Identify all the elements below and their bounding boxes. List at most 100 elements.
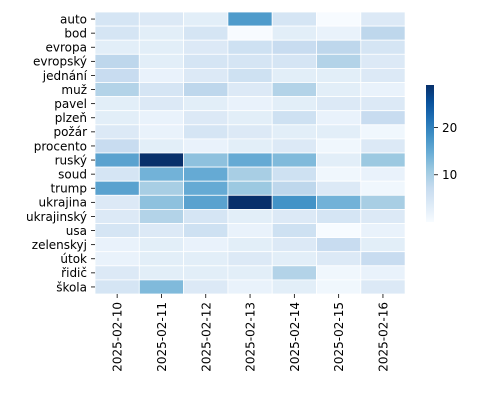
heatmap-cell bbox=[227, 237, 273, 253]
heatmap-cell bbox=[183, 208, 229, 224]
heatmap-cell bbox=[227, 25, 273, 41]
heatmap-cell bbox=[271, 68, 317, 83]
heatmap-cell bbox=[316, 68, 362, 83]
heatmap-cell bbox=[360, 265, 406, 281]
y-tick-label: zelenskyj bbox=[32, 238, 87, 252]
heatmap-cell bbox=[271, 223, 317, 239]
heatmap-cell bbox=[138, 166, 185, 182]
heatmap-cell bbox=[360, 166, 406, 182]
heatmap-cell bbox=[227, 96, 273, 112]
heatmap-cell bbox=[138, 265, 185, 281]
heatmap-cell bbox=[183, 82, 229, 98]
heatmap-cell bbox=[227, 11, 273, 27]
colorbar-tick-label: 10 bbox=[442, 168, 457, 182]
heatmap-cell bbox=[94, 96, 140, 112]
heatmap-cell bbox=[227, 180, 273, 196]
heatmap-cell bbox=[271, 251, 317, 267]
heatmap-cell bbox=[316, 53, 362, 69]
x-tick-label: 2025-02-13 bbox=[244, 302, 258, 372]
heatmap-cell bbox=[316, 208, 362, 224]
heatmap-cell bbox=[316, 251, 362, 267]
heatmap-cell bbox=[227, 223, 273, 239]
heatmap-cell bbox=[271, 279, 317, 295]
heatmap-cell bbox=[183, 96, 229, 112]
heatmap-cell bbox=[360, 96, 406, 112]
x-tick-label: 2025-02-16 bbox=[376, 302, 390, 372]
heatmap-cell bbox=[183, 166, 229, 182]
heatmap-cell bbox=[227, 39, 273, 55]
heatmap-cell bbox=[227, 251, 273, 267]
heatmap-cell bbox=[316, 25, 362, 41]
heatmap-cell bbox=[360, 180, 406, 196]
heatmap-cell bbox=[227, 152, 273, 168]
heatmap-cell bbox=[316, 223, 362, 239]
heatmap-cell bbox=[360, 68, 406, 83]
heatmap-cell bbox=[271, 96, 317, 112]
heatmap-cell bbox=[183, 223, 229, 239]
heatmap-cell bbox=[360, 110, 406, 126]
heatmap-cell bbox=[271, 166, 317, 182]
heatmap-cell bbox=[227, 279, 273, 295]
heatmap-cell bbox=[316, 82, 362, 98]
heatmap-cell bbox=[94, 180, 140, 196]
heatmap-cell bbox=[271, 237, 317, 253]
heatmap-cell bbox=[94, 138, 140, 154]
y-tick-label: ukrajina bbox=[39, 196, 87, 210]
heatmap-cell bbox=[271, 138, 317, 154]
heatmap-cell bbox=[271, 124, 317, 140]
x-tick-label: 2025-02-14 bbox=[288, 302, 302, 372]
heatmap-cell bbox=[360, 279, 406, 295]
heatmap-cell bbox=[360, 53, 406, 69]
heatmap-cell bbox=[271, 53, 317, 69]
heatmap-cell bbox=[183, 180, 229, 196]
heatmap-cell bbox=[316, 138, 362, 154]
heatmap-cell bbox=[316, 110, 362, 126]
heatmap-cell bbox=[183, 110, 229, 126]
y-tick-label: soud bbox=[58, 167, 87, 181]
heatmap-cell bbox=[183, 251, 229, 267]
heatmap-cell bbox=[227, 124, 273, 140]
y-tick-label: bod bbox=[64, 26, 87, 40]
heatmap-cell bbox=[138, 152, 185, 168]
heatmap-cell bbox=[227, 138, 273, 154]
heatmap-cell bbox=[183, 39, 229, 55]
y-tick-labels: autobodevropaevropskýjednánímužpavelplze… bbox=[26, 12, 95, 294]
heatmap-cells bbox=[94, 11, 406, 295]
heatmap-cell bbox=[360, 208, 406, 224]
heatmap-cell bbox=[138, 180, 185, 196]
heatmap-cell bbox=[227, 82, 273, 98]
heatmap-cell bbox=[316, 11, 362, 27]
heatmap-cell bbox=[138, 124, 185, 140]
heatmap-cell bbox=[138, 110, 185, 126]
heatmap-cell bbox=[360, 124, 406, 140]
heatmap-cell bbox=[94, 166, 140, 182]
heatmap-cell bbox=[271, 180, 317, 196]
heatmap-cell bbox=[316, 39, 362, 55]
heatmap-cell bbox=[227, 166, 273, 182]
heatmap-cell bbox=[316, 265, 362, 281]
y-tick-label: evropský bbox=[33, 55, 87, 69]
heatmap-cell bbox=[138, 208, 185, 224]
heatmap-cell bbox=[271, 194, 317, 210]
heatmap-cell bbox=[138, 53, 185, 69]
heatmap-cell bbox=[94, 152, 140, 168]
y-tick-label: procento bbox=[34, 139, 87, 153]
heatmap-cell bbox=[183, 53, 229, 69]
heatmap-cell bbox=[360, 82, 406, 98]
heatmap-cell bbox=[94, 39, 140, 55]
y-tick-label: požár bbox=[53, 125, 87, 139]
y-tick-label: plzeň bbox=[55, 111, 87, 125]
heatmap-cell bbox=[138, 96, 185, 112]
y-tick-label: auto bbox=[60, 12, 87, 26]
heatmap-cell bbox=[360, 194, 406, 210]
heatmap-cell bbox=[271, 152, 317, 168]
y-tick-label: ukrajinský bbox=[26, 210, 87, 224]
heatmap-cell bbox=[316, 237, 362, 253]
heatmap-cell bbox=[183, 25, 229, 41]
x-tick-label: 2025-02-15 bbox=[332, 302, 346, 372]
heatmap-cell bbox=[183, 124, 229, 140]
heatmap-cell bbox=[271, 82, 317, 98]
heatmap-cell bbox=[94, 208, 140, 224]
heatmap-cell bbox=[183, 237, 229, 253]
heatmap-cell bbox=[316, 96, 362, 112]
